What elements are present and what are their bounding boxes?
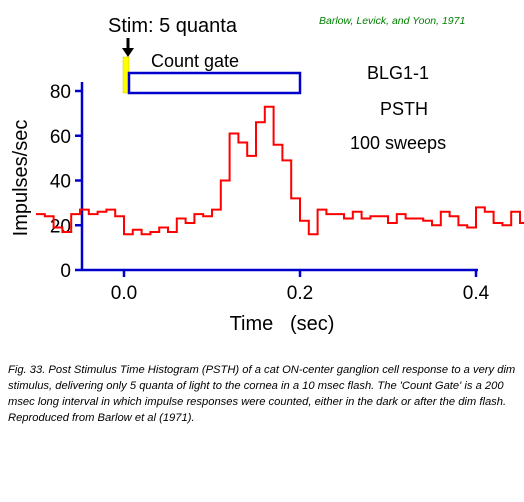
y-tick-label: 0 (60, 261, 71, 282)
stim-arrow-icon (122, 38, 134, 57)
figure-caption: Fig. 33. Post Stimulus Time Histogram (P… (8, 364, 516, 424)
count-gate-label: Count gate (151, 51, 239, 71)
cell-id-label: BLG1-1 (367, 63, 429, 83)
x-tick-label: 0.2 (287, 283, 313, 304)
x-tick-label: 0.0 (111, 283, 137, 304)
y-tick-label: 40 (50, 172, 71, 193)
citation-label: Barlow, Levick, and Yoon, 1971 (319, 15, 465, 27)
sweeps-label: 100 sweeps (350, 133, 446, 153)
psth-label: PSTH (380, 99, 428, 119)
psth-figure: Stim: 5 quanta Count gate Barlow, Levick… (10, 15, 524, 335)
psth-series-line (36, 105, 524, 236)
y-tick-label: 60 (50, 127, 71, 148)
x-ticks: 0.00.20.40.60.8 (111, 270, 490, 304)
axes (80, 82, 478, 272)
y-tick-label: 80 (50, 82, 71, 103)
y-axis-label: Impulses/sec (10, 120, 32, 237)
x-tick-label: 0.4 (463, 283, 490, 304)
stim-label: Stim: 5 quanta (108, 15, 238, 37)
count-gate-box (127, 71, 302, 95)
x-axis-label: Time (sec) (230, 313, 335, 335)
